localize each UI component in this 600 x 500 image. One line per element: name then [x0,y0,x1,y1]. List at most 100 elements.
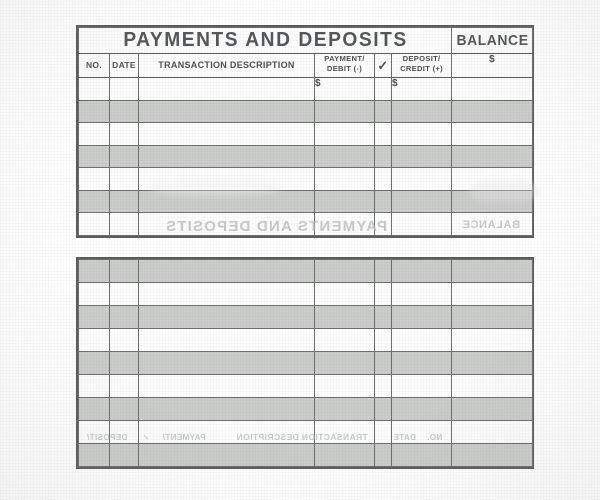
cell-payment[interactable] [314,443,375,467]
cell-date[interactable] [109,397,139,421]
cell-description[interactable] [138,259,315,283]
cell-date[interactable] [109,305,139,329]
table-row[interactable] [78,282,533,306]
cell-date[interactable] [109,259,139,283]
table-row[interactable] [78,212,534,236]
cell-no[interactable] [78,122,110,146]
cell-payment[interactable]: $ [314,77,375,101]
cell-no[interactable] [78,212,110,236]
cell-payment[interactable] [314,420,375,444]
cell-check[interactable] [374,420,392,444]
cell-deposit[interactable] [391,374,452,398]
cell-check[interactable] [374,189,392,214]
cell-deposit[interactable] [390,99,453,124]
cell-check[interactable] [374,282,392,306]
cell-description[interactable] [138,144,315,169]
cell-date[interactable] [109,144,139,169]
cell-description[interactable] [138,122,315,146]
cell-check[interactable] [374,144,392,169]
cell-payment[interactable] [314,144,375,169]
table-row[interactable] [78,328,533,352]
cell-check[interactable] [374,305,392,329]
table-row[interactable] [78,351,533,375]
cell-description[interactable] [138,305,315,329]
cell-deposit[interactable] [391,351,452,375]
cell-no[interactable] [78,99,110,124]
cell-check[interactable] [374,397,392,421]
cell-balance[interactable] [451,99,534,124]
cell-description[interactable] [138,397,315,421]
cell-balance[interactable] [451,328,533,352]
cell-payment[interactable] [314,351,375,375]
cell-no[interactable] [78,282,110,306]
cell-date[interactable] [109,99,139,124]
cell-balance[interactable] [451,374,533,398]
cell-deposit[interactable] [391,305,452,329]
table-row[interactable] [78,374,533,398]
cell-balance[interactable] [451,212,534,236]
cell-check[interactable] [374,122,392,146]
cell-payment[interactable] [314,305,375,329]
cell-description[interactable] [138,443,315,467]
cell-no[interactable] [78,374,110,398]
cell-no[interactable] [78,305,110,329]
table-row[interactable]: $ $ [78,77,534,101]
cell-date[interactable] [109,77,139,101]
cell-no[interactable] [78,443,110,467]
cell-balance[interactable] [451,397,533,421]
cell-date[interactable] [109,351,139,375]
table-row[interactable] [78,305,533,329]
cell-no[interactable] [78,397,110,421]
cell-balance[interactable] [451,305,533,329]
cell-balance[interactable] [451,122,534,146]
table-row[interactable] [78,397,533,421]
cell-description[interactable] [138,282,315,306]
cell-payment[interactable] [314,328,375,352]
cell-deposit[interactable] [391,282,452,306]
cell-date[interactable] [109,212,139,236]
cell-no[interactable] [78,189,110,214]
cell-date[interactable] [109,443,139,467]
cell-date[interactable] [109,328,139,352]
cell-balance[interactable] [451,144,534,169]
cell-payment[interactable] [314,189,375,214]
cell-payment[interactable] [314,259,375,283]
table-row[interactable] [78,144,534,169]
cell-date[interactable] [109,374,139,398]
cell-balance[interactable] [451,259,533,283]
table-row[interactable] [78,167,534,191]
cell-balance[interactable] [451,282,533,306]
table-row[interactable] [78,99,534,124]
cell-balance[interactable] [451,77,534,101]
cell-description[interactable] [138,77,315,101]
cell-description[interactable] [138,167,315,191]
cell-description[interactable] [138,212,315,236]
cell-deposit[interactable]: $ [390,77,453,101]
cell-payment[interactable] [314,99,375,124]
cell-check[interactable] [374,99,392,124]
cell-deposit[interactable] [390,189,453,214]
cell-no[interactable] [78,351,110,375]
cell-deposit[interactable] [391,420,452,444]
cell-no[interactable] [78,167,110,191]
cell-balance[interactable] [451,189,534,214]
cell-check[interactable] [374,259,392,283]
cell-payment[interactable] [314,212,375,236]
cell-description[interactable] [138,328,315,352]
cell-deposit[interactable] [391,397,452,421]
cell-check[interactable] [374,167,392,191]
cell-deposit[interactable] [391,328,452,352]
cell-deposit[interactable] [391,259,452,283]
table-row[interactable] [78,122,534,146]
cell-no[interactable] [78,420,110,444]
cell-date[interactable] [109,167,139,191]
cell-date[interactable] [109,122,139,146]
cell-check[interactable] [374,212,392,236]
cell-balance[interactable] [451,167,534,191]
cell-deposit[interactable] [391,443,452,467]
cell-balance[interactable] [451,420,533,444]
cell-balance[interactable] [451,351,533,375]
table-row[interactable] [78,259,533,283]
cell-description[interactable] [138,351,315,375]
cell-description[interactable] [138,189,315,214]
